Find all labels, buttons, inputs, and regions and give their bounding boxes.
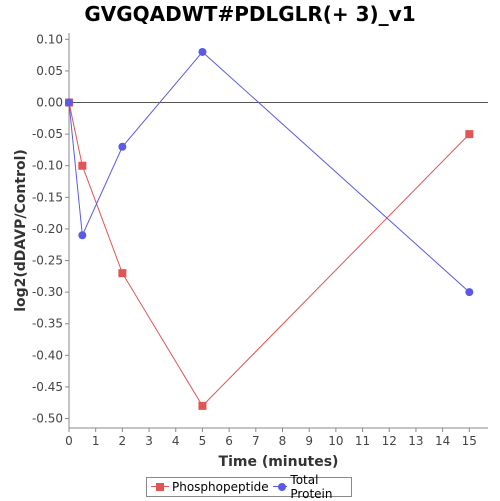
x-tick-label: 7 <box>252 434 260 448</box>
x-tick-label: 4 <box>172 434 180 448</box>
x-tick-label: 12 <box>382 434 397 448</box>
legend: Phosphopeptide Total Protein <box>146 473 352 501</box>
legend-swatch-phosphopeptide <box>151 482 169 492</box>
x-tick-label: 0 <box>65 434 73 448</box>
y-axis-title: log2(dDAVP/Control) <box>13 149 29 312</box>
y-tick-label: -0.15 <box>32 190 63 204</box>
y-tick-label: 0.10 <box>36 32 63 46</box>
legend-label-total-protein: Total Protein <box>290 473 333 501</box>
x-tick-label: 6 <box>225 434 233 448</box>
y-tick-label: -0.05 <box>32 127 63 141</box>
x-tick-label: 3 <box>145 434 153 448</box>
series-layer <box>65 47 474 410</box>
y-tick-label: -0.45 <box>32 380 63 394</box>
x-tick-label: 5 <box>199 434 207 448</box>
y-tick-label: -0.10 <box>32 159 63 173</box>
x-tick-label: 11 <box>355 434 370 448</box>
legend-swatch-total-protein <box>272 482 288 492</box>
y-tick-label: 0.00 <box>36 96 63 110</box>
x-tick-label: 14 <box>435 434 450 448</box>
x-tick-label: 8 <box>279 434 287 448</box>
data-point-total-protein <box>78 231 87 240</box>
y-tick-label: -0.25 <box>32 254 63 268</box>
y-tick-label: -0.35 <box>32 317 63 331</box>
x-tick-label: 9 <box>305 434 313 448</box>
data-point-phosphopeptide <box>198 401 207 410</box>
x-axis-title: Time (minutes) <box>219 454 339 470</box>
legend-label-phosphopeptide: Phosphopeptide <box>172 480 269 494</box>
data-point-phosphopeptide <box>465 130 474 139</box>
x-tick-label: 10 <box>328 434 343 448</box>
x-tick-label: 2 <box>119 434 127 448</box>
x-tick-label: 13 <box>408 434 423 448</box>
y-tick-label: -0.30 <box>32 285 63 299</box>
data-point-total-protein <box>198 47 207 56</box>
y-tick-label: -0.20 <box>32 222 63 236</box>
x-tick-label: 15 <box>462 434 477 448</box>
y-tick-label: -0.40 <box>32 348 63 362</box>
data-point-total-protein <box>65 98 73 107</box>
y-tick-label: 0.05 <box>36 64 63 78</box>
data-point-total-protein <box>118 142 127 151</box>
legend-item-phosphopeptide: Phosphopeptide <box>151 480 269 494</box>
axes: 0.10 0.05 0.00 -0.05 -0.10 -0.15 -0.20 -0.25 -0.… <box>32 32 488 448</box>
plot-area <box>69 33 488 428</box>
chart-title: GVGQADWT#PDLGLR(+ 3)_v1 <box>84 2 416 26</box>
data-point-total-protein <box>465 288 474 297</box>
data-point-phosphopeptide <box>78 161 87 170</box>
y-tick-label: -0.50 <box>32 412 63 426</box>
data-point-phosphopeptide <box>118 269 127 278</box>
legend-item-total-protein: Total Protein <box>272 473 351 501</box>
x-tick-label: 1 <box>92 434 100 448</box>
